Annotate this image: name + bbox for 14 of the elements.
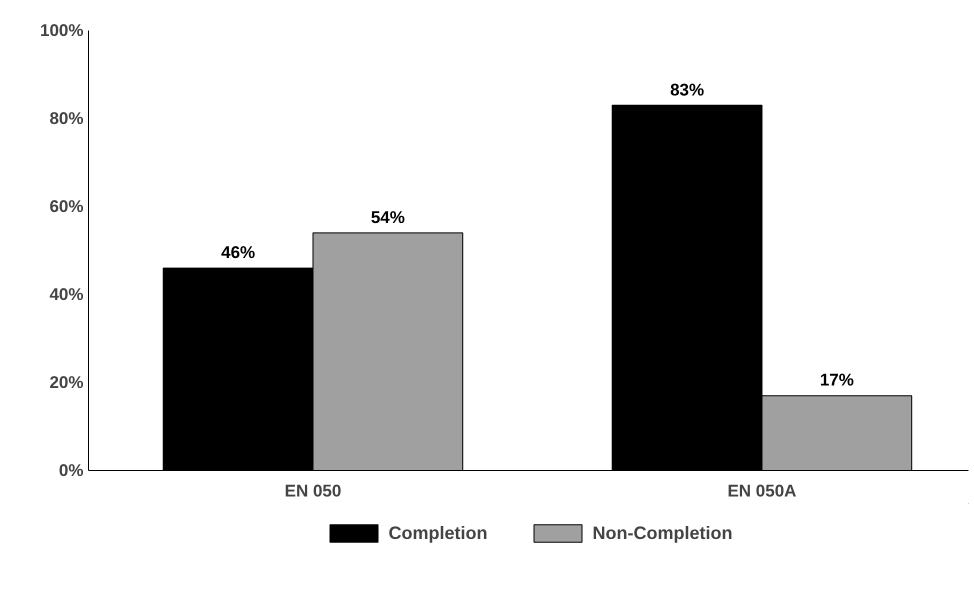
legend-label: Non-Completion	[592, 522, 732, 544]
y-tick-label: 40%	[49, 285, 84, 304]
x-tick-label: EN 050	[284, 482, 342, 500]
y-tick-label: 0%	[58, 461, 84, 480]
data-label: 54%	[370, 208, 405, 227]
y-tick-label: 100%	[40, 21, 84, 40]
y-tick-label: 60%	[49, 197, 84, 216]
data-label: 46%	[221, 243, 256, 262]
data-label: 83%	[670, 80, 704, 100]
y-tick-label: 20%	[49, 373, 84, 392]
x-tick-label: EN 050A	[727, 482, 796, 500]
legend-label: Completion	[388, 522, 488, 544]
data-label: 17%	[820, 370, 854, 390]
y-tick-label: 80%	[49, 109, 84, 128]
